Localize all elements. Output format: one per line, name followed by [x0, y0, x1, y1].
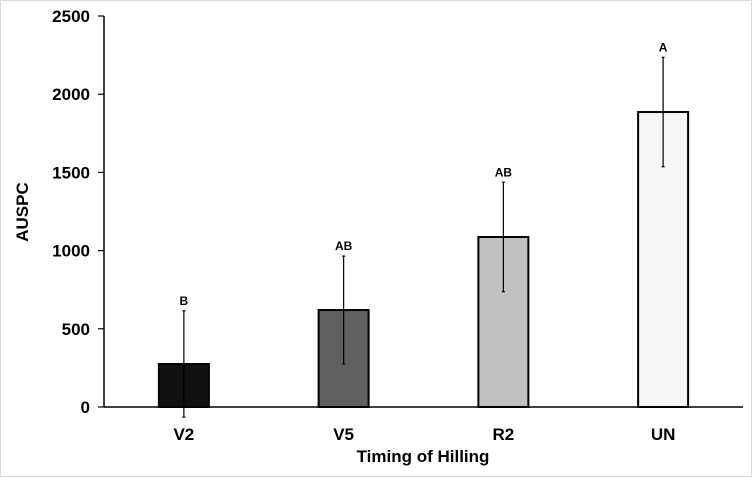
- y-tick-label: 1000: [52, 242, 90, 261]
- x-tick-label: V5: [333, 425, 354, 444]
- x-axis-label: Timing of Hilling: [357, 447, 490, 466]
- y-tick-label: 2500: [52, 7, 90, 26]
- y-tick-label: 1500: [52, 163, 90, 182]
- y-tick-label: 2000: [52, 85, 90, 104]
- y-tick-label: 500: [62, 320, 90, 339]
- significance-letter: AB: [495, 165, 513, 179]
- y-axis-label: AUSPC: [13, 182, 32, 242]
- x-tick-label: UN: [651, 425, 676, 444]
- significance-letter: B: [180, 294, 189, 308]
- x-tick-label: V2: [173, 425, 194, 444]
- y-tick-label: 0: [81, 398, 90, 417]
- significance-letter: AB: [335, 239, 353, 253]
- significance-letter: A: [659, 40, 668, 54]
- x-tick-label: R2: [493, 425, 515, 444]
